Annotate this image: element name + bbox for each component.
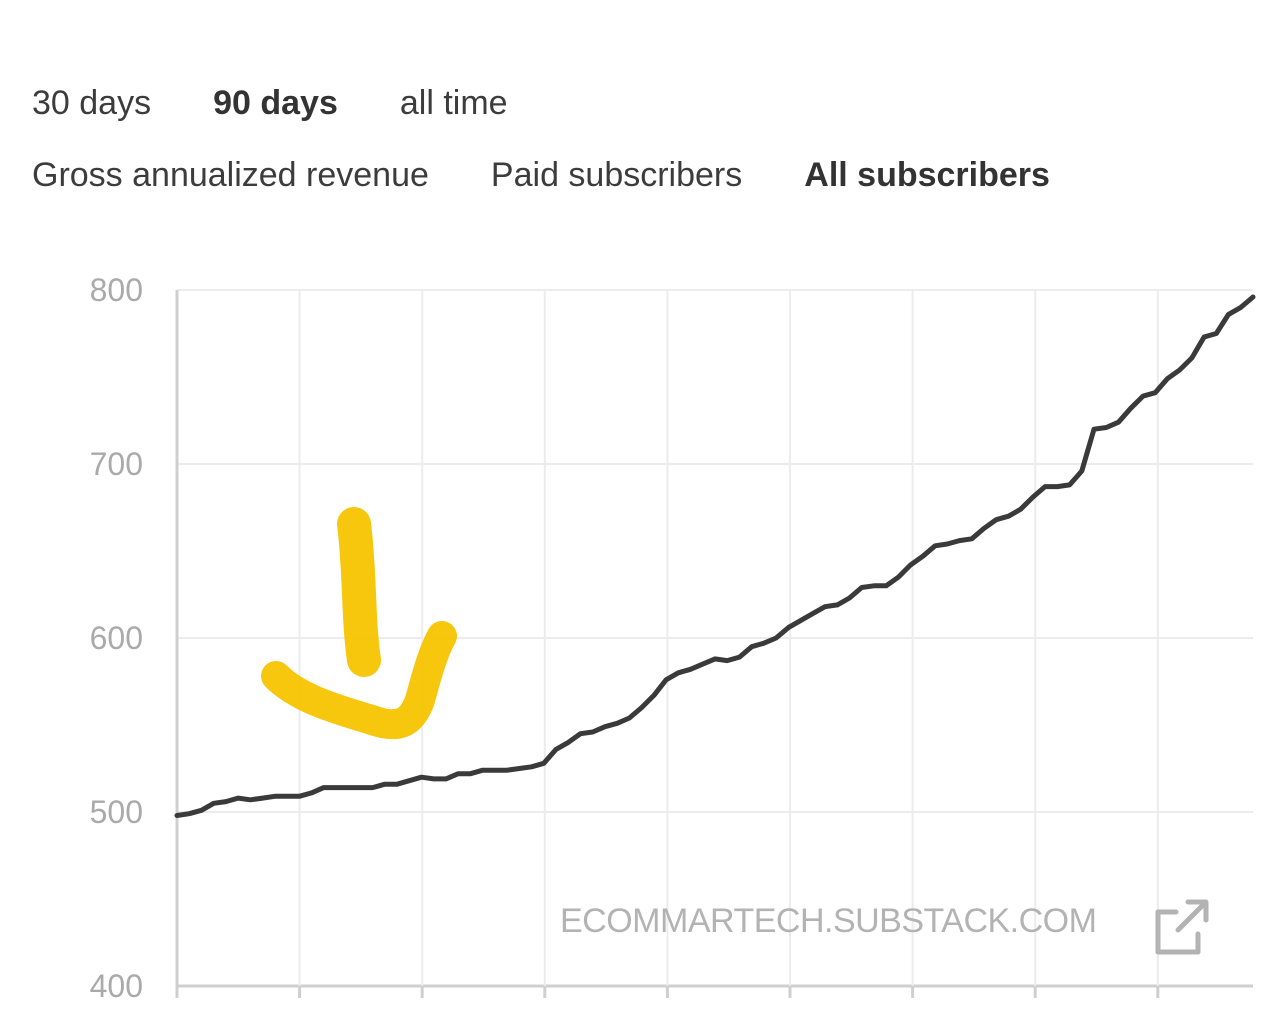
tab-paid-subscribers[interactable]: Paid subscribers [490, 156, 743, 194]
down-arrow-icon [261, 507, 457, 740]
y-tick-label: 500 [90, 794, 143, 830]
watermark-text: ECOMMARTECH.SUBSTACK.COM [560, 902, 1096, 940]
tab-all-subscribers[interactable]: All subscribers [804, 156, 1050, 194]
y-axis-ticks: 800 700 600 500 400 [90, 272, 143, 1004]
y-tick-label: 600 [90, 620, 143, 656]
grid-layer [175, 289, 1253, 988]
period-tabs: 30 days 90 days all time [32, 84, 570, 123]
annotation-arrow-shaft [337, 507, 381, 677]
y-tick-label: 800 [90, 272, 143, 308]
y-tick-label: 700 [90, 446, 143, 482]
y-tick-label: 400 [90, 968, 143, 1004]
subscribers-chart: 800 700 600 500 400 ECOMMARTECH.SUBSTACK.COM [0, 240, 1284, 1034]
tab-all-time[interactable]: all time [399, 84, 508, 122]
external-link-icon[interactable] [1155, 899, 1209, 955]
tab-30-days[interactable]: 30 days [32, 84, 152, 122]
tab-gross-annualized-revenue[interactable]: Gross annualized revenue [32, 156, 429, 194]
tab-90-days[interactable]: 90 days [213, 84, 338, 122]
x-axis-ticks [175, 986, 1160, 998]
chart-svg: 800 700 600 500 400 ECOMMARTECH.SUBSTACK.COM [90, 272, 1256, 1004]
annotation-arrow-hook [261, 621, 457, 740]
metric-tabs: Gross annualized revenue Paid subscriber… [32, 156, 1112, 195]
series-line-all-subscribers [174, 294, 1256, 818]
